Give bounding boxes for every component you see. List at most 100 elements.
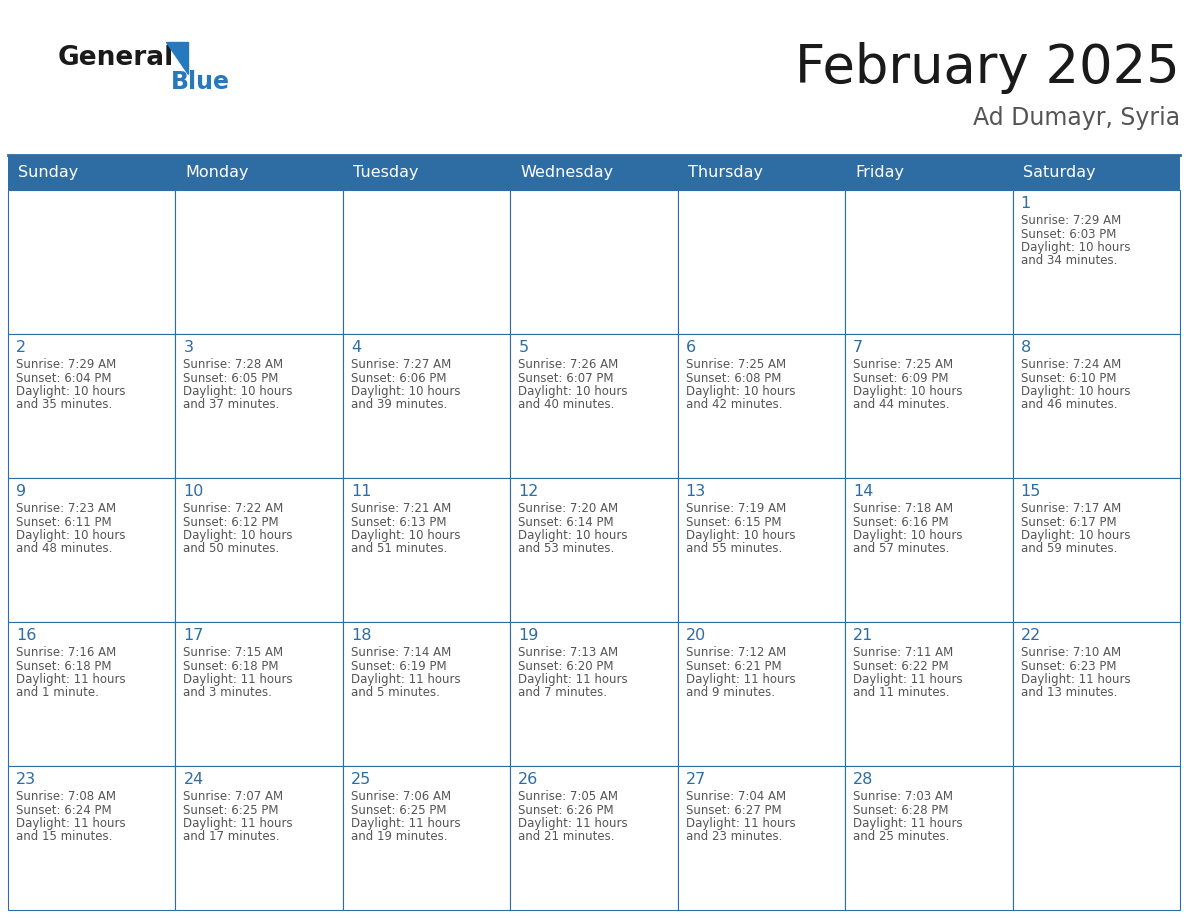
Text: and 42 minutes.: and 42 minutes. [685,398,782,411]
Text: 28: 28 [853,772,873,787]
Text: 8: 8 [1020,340,1031,355]
Text: Sunrise: 7:26 AM: Sunrise: 7:26 AM [518,358,619,371]
Text: Daylight: 11 hours: Daylight: 11 hours [518,673,628,686]
Bar [677,766,845,910]
Text: Friday: Friday [855,165,904,180]
Text: 27: 27 [685,772,706,787]
Text: and 48 minutes.: and 48 minutes. [15,543,113,555]
Text: and 57 minutes.: and 57 minutes. [853,543,949,555]
Bar [1012,622,1180,766]
Text: Daylight: 11 hours: Daylight: 11 hours [685,817,795,830]
Text: Daylight: 10 hours: Daylight: 10 hours [1020,241,1130,254]
Bar [511,190,677,334]
Text: Sunrise: 7:29 AM: Sunrise: 7:29 AM [1020,214,1120,227]
Text: Sunrise: 7:21 AM: Sunrise: 7:21 AM [350,502,451,515]
Text: Sunrise: 7:25 AM: Sunrise: 7:25 AM [853,358,953,371]
Text: Sunrise: 7:15 AM: Sunrise: 7:15 AM [183,646,284,659]
Text: Sunset: 6:28 PM: Sunset: 6:28 PM [853,803,949,816]
Text: Saturday: Saturday [1023,165,1095,180]
Text: Sunset: 6:23 PM: Sunset: 6:23 PM [1020,659,1116,673]
Text: 13: 13 [685,484,706,499]
Text: Sunrise: 7:10 AM: Sunrise: 7:10 AM [1020,646,1120,659]
Text: 25: 25 [350,772,371,787]
Text: Sunrise: 7:11 AM: Sunrise: 7:11 AM [853,646,954,659]
Text: Sunrise: 7:25 AM: Sunrise: 7:25 AM [685,358,785,371]
Text: Daylight: 11 hours: Daylight: 11 hours [15,673,126,686]
Text: 22: 22 [1020,628,1041,643]
Text: Daylight: 10 hours: Daylight: 10 hours [853,529,962,542]
Text: and 53 minutes.: and 53 minutes. [518,543,614,555]
Text: Sunset: 6:20 PM: Sunset: 6:20 PM [518,659,614,673]
Text: Sunrise: 7:22 AM: Sunrise: 7:22 AM [183,502,284,515]
Text: and 50 minutes.: and 50 minutes. [183,543,279,555]
Text: Daylight: 10 hours: Daylight: 10 hours [183,385,293,398]
Text: and 1 minute.: and 1 minute. [15,687,99,700]
Text: and 5 minutes.: and 5 minutes. [350,687,440,700]
Text: Sunrise: 7:05 AM: Sunrise: 7:05 AM [518,790,618,803]
Text: and 37 minutes.: and 37 minutes. [183,398,280,411]
Text: Sunset: 6:05 PM: Sunset: 6:05 PM [183,372,279,385]
Bar [511,155,677,190]
Bar [677,478,845,622]
Text: and 39 minutes.: and 39 minutes. [350,398,447,411]
Bar [845,334,1012,478]
Text: Monday: Monday [185,165,249,180]
Text: Sunrise: 7:04 AM: Sunrise: 7:04 AM [685,790,785,803]
Text: 9: 9 [15,484,26,499]
Text: and 21 minutes.: and 21 minutes. [518,831,614,844]
Text: Daylight: 10 hours: Daylight: 10 hours [685,529,795,542]
Text: Sunset: 6:06 PM: Sunset: 6:06 PM [350,372,447,385]
Text: Daylight: 10 hours: Daylight: 10 hours [518,529,627,542]
Bar [1012,190,1180,334]
Bar [176,766,343,910]
Text: 5: 5 [518,340,529,355]
Bar [677,622,845,766]
Text: 15: 15 [1020,484,1041,499]
Bar [1012,478,1180,622]
Text: Sunset: 6:11 PM: Sunset: 6:11 PM [15,516,112,529]
Bar [845,155,1012,190]
Bar [343,334,511,478]
Text: and 3 minutes.: and 3 minutes. [183,687,272,700]
Text: and 11 minutes.: and 11 minutes. [853,687,949,700]
Text: General: General [58,45,175,71]
Text: and 35 minutes.: and 35 minutes. [15,398,112,411]
Text: Sunset: 6:14 PM: Sunset: 6:14 PM [518,516,614,529]
Text: Sunrise: 7:03 AM: Sunrise: 7:03 AM [853,790,953,803]
Text: Sunrise: 7:24 AM: Sunrise: 7:24 AM [1020,358,1120,371]
Text: Daylight: 10 hours: Daylight: 10 hours [1020,385,1130,398]
Text: 18: 18 [350,628,372,643]
Text: Sunset: 6:07 PM: Sunset: 6:07 PM [518,372,614,385]
Text: Ad Dumayr, Syria: Ad Dumayr, Syria [973,106,1180,130]
Text: Daylight: 10 hours: Daylight: 10 hours [15,385,126,398]
Text: 10: 10 [183,484,204,499]
Text: Sunset: 6:18 PM: Sunset: 6:18 PM [15,659,112,673]
Text: and 46 minutes.: and 46 minutes. [1020,398,1117,411]
Text: Sunrise: 7:18 AM: Sunrise: 7:18 AM [853,502,953,515]
Bar [677,190,845,334]
Text: and 9 minutes.: and 9 minutes. [685,687,775,700]
Bar [8,155,176,190]
Text: Daylight: 11 hours: Daylight: 11 hours [350,817,461,830]
Text: and 40 minutes.: and 40 minutes. [518,398,614,411]
Bar [176,155,343,190]
Text: and 23 minutes.: and 23 minutes. [685,831,782,844]
Bar [677,334,845,478]
Text: Sunset: 6:22 PM: Sunset: 6:22 PM [853,659,949,673]
Bar [845,622,1012,766]
Text: and 7 minutes.: and 7 minutes. [518,687,607,700]
Text: Blue: Blue [171,70,230,94]
Text: Sunset: 6:04 PM: Sunset: 6:04 PM [15,372,112,385]
Text: Sunset: 6:03 PM: Sunset: 6:03 PM [1020,228,1116,241]
Text: and 59 minutes.: and 59 minutes. [1020,543,1117,555]
Bar [176,622,343,766]
Text: 20: 20 [685,628,706,643]
Bar [511,622,677,766]
Text: Sunrise: 7:27 AM: Sunrise: 7:27 AM [350,358,451,371]
Text: and 55 minutes.: and 55 minutes. [685,543,782,555]
Text: and 44 minutes.: and 44 minutes. [853,398,949,411]
Text: Sunset: 6:09 PM: Sunset: 6:09 PM [853,372,949,385]
Polygon shape [166,42,188,74]
Text: 24: 24 [183,772,203,787]
Bar [8,766,176,910]
